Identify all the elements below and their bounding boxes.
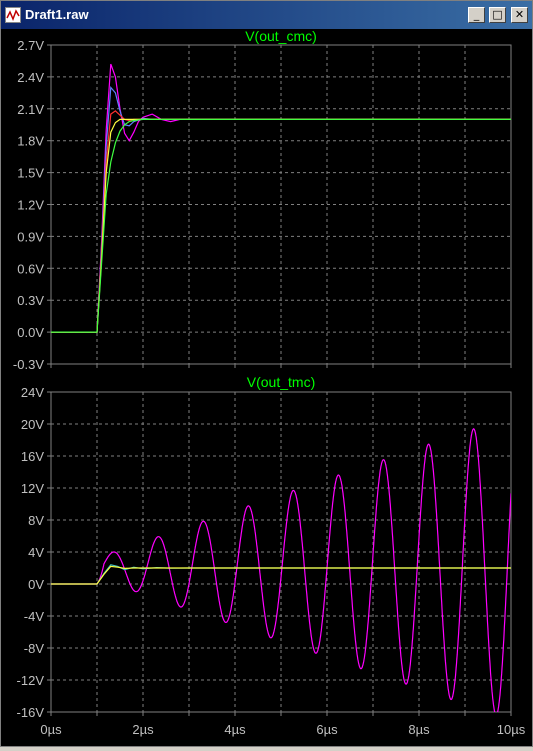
y-tick-label: 2.7V [17,38,44,53]
y-tick-label: 0.6V [17,261,44,276]
minimize-button[interactable]: _ [468,7,485,23]
waveform-icon [5,7,21,23]
x-tick-label: 2µs [132,722,154,737]
x-tick-label: 0µs [40,722,62,737]
y-tick-label: 8V [28,513,44,528]
window-title: Draft1.raw [25,7,89,22]
y-tick-label: 4V [28,545,44,560]
y-tick-label: -4V [24,609,45,624]
y-tick-label: 1.5V [17,166,44,181]
y-tick-label: 12V [21,481,44,496]
series-line-1-2 [51,565,511,585]
y-tick-label: 24V [21,385,44,400]
series-line-1-0 [51,428,511,712]
y-tick-label: 1.2V [17,198,44,213]
waveform-chart: 2.7V 2.4V 2.1V 1.8V 1.5V 1.2V 0.9V 0.6V 0.3V 0.0V… [13,28,526,737]
plot-area: 2.7V 2.4V 2.1V 1.8V 1.5V 1.2V 0.9V 0.6V 0.3V 0.0V… [1,28,532,746]
y-tick-label: 0.0V [17,325,44,340]
y-tick-label: 2.4V [17,70,44,85]
chart-title: V(out_cmc) [245,29,317,44]
maximize-button[interactable]: □ [489,7,506,23]
chart-title: V(out_tmc) [247,374,315,390]
y-tick-label: -12V [17,673,45,688]
close-button[interactable]: ✕ [511,7,528,23]
y-tick-label: -0.3V [13,357,44,372]
y-tick-label: 0.3V [17,293,44,308]
series-line-0-4 [51,118,511,333]
y-tick-label: 1.8V [17,134,44,149]
y-tick-label: -8V [24,641,45,656]
y-tick-label: 0.9V [17,229,44,244]
y-tick-label: 0V [28,577,44,592]
x-tick-label: 6µs [316,722,338,737]
y-tick-label: -16V [17,705,45,720]
title-bar[interactable]: Draft1.raw _ □ ✕ [1,1,532,29]
x-tick-label: 10µs [497,722,526,737]
x-tick-label: 8µs [408,722,430,737]
y-tick-label: 2.1V [17,102,44,117]
y-tick-label: 20V [21,417,44,432]
x-tick-label: 4µs [224,722,246,737]
y-tick-label: 16V [21,449,44,464]
